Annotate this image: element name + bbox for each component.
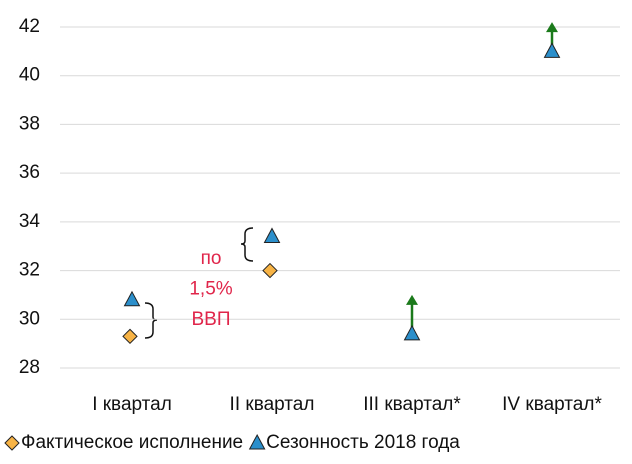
x-tick-label: III квартал* <box>363 394 461 415</box>
brace <box>144 302 158 339</box>
x-tick-label: I квартал <box>92 394 172 415</box>
legend-label: Фактическое исполнение <box>21 432 243 453</box>
triangle-marker <box>123 290 141 307</box>
triangle-marker <box>248 433 266 450</box>
x-tick-label: IV квартал* <box>502 394 602 415</box>
y-tick-label: 36 <box>19 162 40 183</box>
y-tick-label: 42 <box>19 16 40 37</box>
triangle-marker <box>403 324 421 341</box>
annotation: ВВП <box>191 309 230 330</box>
annotation: 1,5% <box>189 279 232 300</box>
x-tick-label: II квартал <box>230 394 315 415</box>
diamond-marker <box>4 435 20 451</box>
arrow-head <box>546 22 558 33</box>
diamond-marker <box>262 262 278 279</box>
y-tick-label: 40 <box>19 65 40 86</box>
y-tick-label: 30 <box>19 308 40 329</box>
y-tick-label: 32 <box>19 260 40 281</box>
y-tick-label: 34 <box>19 211 41 232</box>
y-tick-label: 28 <box>19 357 40 378</box>
triangle-marker <box>263 227 281 243</box>
arrow-head <box>406 294 418 305</box>
diamond-marker <box>122 328 138 345</box>
y-tick-label: 38 <box>19 113 40 134</box>
annotation: по <box>201 248 222 269</box>
triangle-marker <box>543 42 561 58</box>
legend-label: Сезонность 2018 года <box>266 432 460 453</box>
braces <box>144 227 254 339</box>
brace <box>240 227 254 262</box>
